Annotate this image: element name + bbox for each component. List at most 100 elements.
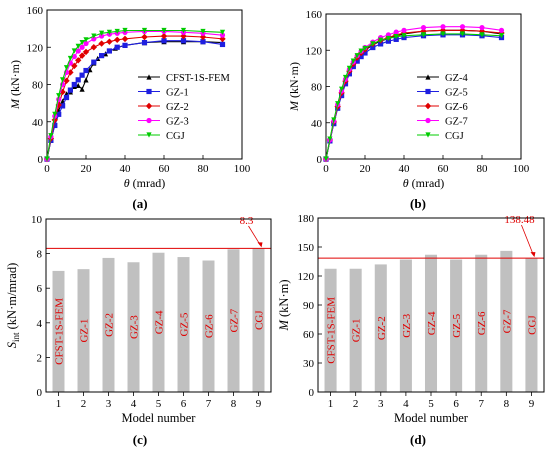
- series-point-a-2-3: [55, 101, 62, 109]
- series-point-a-3-9: [79, 44, 85, 50]
- x-tick-label-d-5: 6: [453, 398, 459, 410]
- series-point-a-1-8: [75, 77, 81, 83]
- series-point-a-1-5: [63, 94, 70, 101]
- y-tick-label-b-3: 120: [306, 45, 323, 57]
- x-tick-label-a-3: 60: [159, 163, 171, 175]
- series-point-b-1-8: [354, 58, 360, 64]
- series-point-b-3-17: [440, 24, 446, 30]
- x-tick-label-d-7: 8: [504, 398, 510, 410]
- bar-label-c-0: CFST-1S-FEM: [54, 298, 66, 365]
- series-point-a-2-12: [98, 40, 105, 47]
- series-point-a-1-20: [219, 41, 226, 48]
- x-tick-label-a-0: 0: [44, 163, 50, 175]
- x-tick-label-b-1: 20: [360, 163, 372, 175]
- series-point-a-1-9: [79, 72, 85, 78]
- series-point-a-4-8: [75, 43, 81, 49]
- bar-chart-c: CFST-1S-FEM GZ-1 GZ-2 GZ-3 GZ-4 GZ-5 GZ-6 GZ-7 C…: [5, 214, 272, 425]
- series-point-b-4-0: [323, 156, 329, 162]
- series-point-a-1-19: [200, 39, 206, 45]
- x-tick-label-a-5: 100: [234, 163, 251, 175]
- series-point-a-2-2: [51, 116, 58, 124]
- series-point-a-1-15: [122, 42, 128, 48]
- x-tick-label-b-5: 100: [513, 163, 530, 175]
- bar-d-1: [349, 268, 362, 392]
- series-point-a-4-5: [63, 65, 70, 71]
- series-point-b-4-13: [385, 35, 391, 42]
- y-axis-label-b: M (kN·m): [287, 62, 301, 112]
- bar-d-2: [374, 264, 387, 392]
- bar-c-3: [127, 262, 140, 392]
- bar-c-0: [52, 270, 65, 392]
- series-point-b-3-15: [401, 27, 407, 33]
- legend-box-b: [415, 69, 517, 145]
- bar-label-c-7: GZ-7: [229, 308, 241, 332]
- series-point-b-4-8: [354, 53, 360, 59]
- legend-marker-a-2: [145, 102, 153, 110]
- legend-label-a-3: GZ-3: [166, 117, 189, 128]
- series-point-a-2-8: [75, 57, 82, 64]
- y-tick-label-a-4: 160: [27, 5, 44, 17]
- bar-c-8: [252, 248, 265, 392]
- legend-marker-a-3: [146, 117, 152, 124]
- series-point-a-4-3: [56, 93, 62, 99]
- bar-label-d-6: GZ-6: [476, 311, 488, 335]
- series-point-a-3-8: [75, 48, 81, 54]
- series-point-b-4-20: [498, 33, 505, 39]
- series-point-a-4-9: [79, 39, 85, 46]
- y-tick-label-a-0: 0: [38, 154, 44, 166]
- series-point-b-4-12: [378, 37, 384, 43]
- x-tick-label-b-0: 0: [323, 163, 329, 175]
- annotation-label-d: 138.48: [504, 214, 535, 226]
- bar-chart-d: CFST-1S-FEM GZ-1 GZ-2 GZ-3 GZ-4 GZ-5 GZ-6 GZ-7 C…: [277, 213, 545, 425]
- legend-label-b-2: GZ-6: [445, 102, 468, 113]
- series-point-a-1-12: [99, 53, 105, 59]
- y-tick-label-b-0: 0: [317, 154, 323, 166]
- series-point-b-1-14: [393, 36, 399, 42]
- legend-marker-b-3: [425, 117, 431, 124]
- x-axis-label-b: θ (mrad): [403, 176, 445, 190]
- series-point-a-4-17: [161, 27, 167, 34]
- series-point-b-4-15: [401, 33, 407, 39]
- legend-label-a-2: GZ-2: [166, 102, 189, 113]
- series-point-a-4-10: [83, 37, 89, 43]
- y-axis-label-d: M (kN·m): [277, 279, 291, 331]
- y-tick-label-d-3: 90: [303, 300, 315, 312]
- x-tick-label-d-6: 7: [478, 398, 484, 410]
- series-point-a-2-13: [106, 38, 113, 45]
- annotation-label-c: 8.3: [240, 215, 254, 227]
- legend-label-a-1: GZ-1: [166, 88, 189, 99]
- x-tick-label-a-4: 80: [198, 163, 210, 175]
- annotation-arrow-d: [521, 224, 534, 256]
- bar-d-6: [475, 254, 488, 392]
- series-point-b-4-9: [358, 48, 364, 54]
- series-point-a-2-9: [78, 52, 86, 59]
- series-point-a-4-14: [114, 28, 120, 35]
- x-tick-label-a-2: 40: [120, 163, 132, 175]
- x-tick-label-b-4: 80: [477, 163, 489, 175]
- series-point-a-2-16: [141, 33, 148, 41]
- y-tick-label-c-4: 8: [37, 249, 43, 261]
- series-point-b-4-3: [335, 101, 341, 107]
- x-tick-label-c-4: 5: [156, 398, 162, 410]
- series-point-a-1-3: [56, 111, 62, 117]
- bar-label-d-3: GZ-3: [401, 313, 413, 337]
- y-tick-label-d-1: 30: [303, 358, 315, 370]
- series-point-b-3-19: [479, 24, 485, 31]
- y-tick-label-c-2: 4: [37, 318, 43, 330]
- series-point-b-3-14: [393, 29, 399, 35]
- y-tick-label-c-5: 10: [31, 214, 43, 226]
- series-point-a-1-4: [60, 103, 66, 109]
- series-point-a-1-13: [106, 48, 112, 54]
- bar-label-d-4: GZ-4: [426, 311, 438, 335]
- bar-c-4: [152, 252, 165, 392]
- x-tick-label-d-3: 4: [403, 398, 409, 410]
- bar-c-2: [102, 257, 115, 392]
- series-point-b-4-16: [420, 32, 427, 38]
- legend-label-a-0: CFST-1S-FEM: [166, 73, 230, 84]
- x-tick-label-d-1: 2: [353, 398, 359, 410]
- series-point-a-3-10: [83, 40, 89, 47]
- y-tick-label-c-1: 2: [37, 352, 43, 364]
- y-tick-label-a-2: 80: [32, 80, 44, 92]
- series-point-a-4-18: [180, 27, 187, 34]
